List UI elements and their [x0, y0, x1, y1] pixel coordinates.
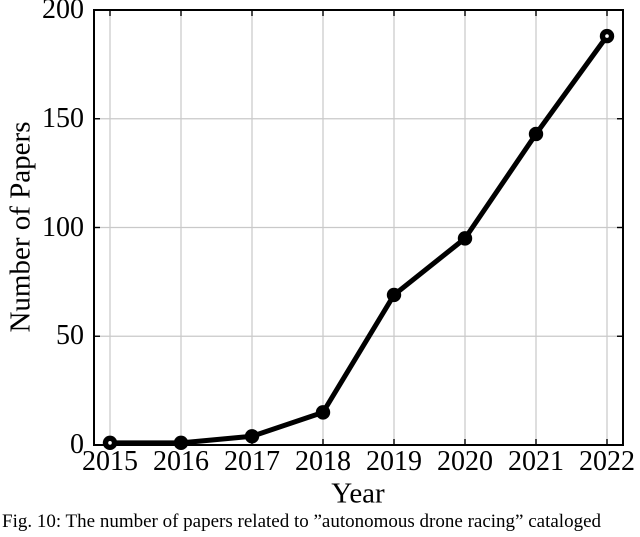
y-tick-label: 200 [42, 0, 84, 25]
figure-caption: Fig. 10: The number of papers related to… [2, 511, 602, 532]
y-tick-label: 0 [70, 429, 84, 460]
x-tick-label: 2018 [295, 446, 351, 477]
data-point [386, 287, 402, 303]
x-tick-label: 2017 [224, 446, 280, 477]
data-point [457, 231, 473, 246]
x-tick-label: 2015 [82, 446, 138, 477]
y-tick-label: 50 [56, 320, 84, 352]
data-point [244, 429, 260, 444]
y-axis-label: Number of Papers [4, 121, 37, 333]
x-tick-label: 2016 [153, 446, 209, 477]
data-point-center [108, 441, 112, 445]
data-point [528, 126, 544, 142]
x-axis-label: Year [331, 477, 385, 510]
data-point [173, 435, 189, 451]
x-tick-label: 2019 [366, 446, 422, 477]
y-tick-label: 150 [42, 102, 84, 134]
y-tick-label: 100 [42, 211, 84, 243]
chart-canvas [93, 9, 624, 451]
x-tick-label: 2021 [508, 446, 564, 477]
data-point-center [605, 34, 609, 38]
x-tick-label: 2022 [579, 446, 635, 477]
data-point [315, 405, 331, 420]
x-tick-label: 2020 [437, 446, 493, 477]
data-line [107, 33, 610, 446]
